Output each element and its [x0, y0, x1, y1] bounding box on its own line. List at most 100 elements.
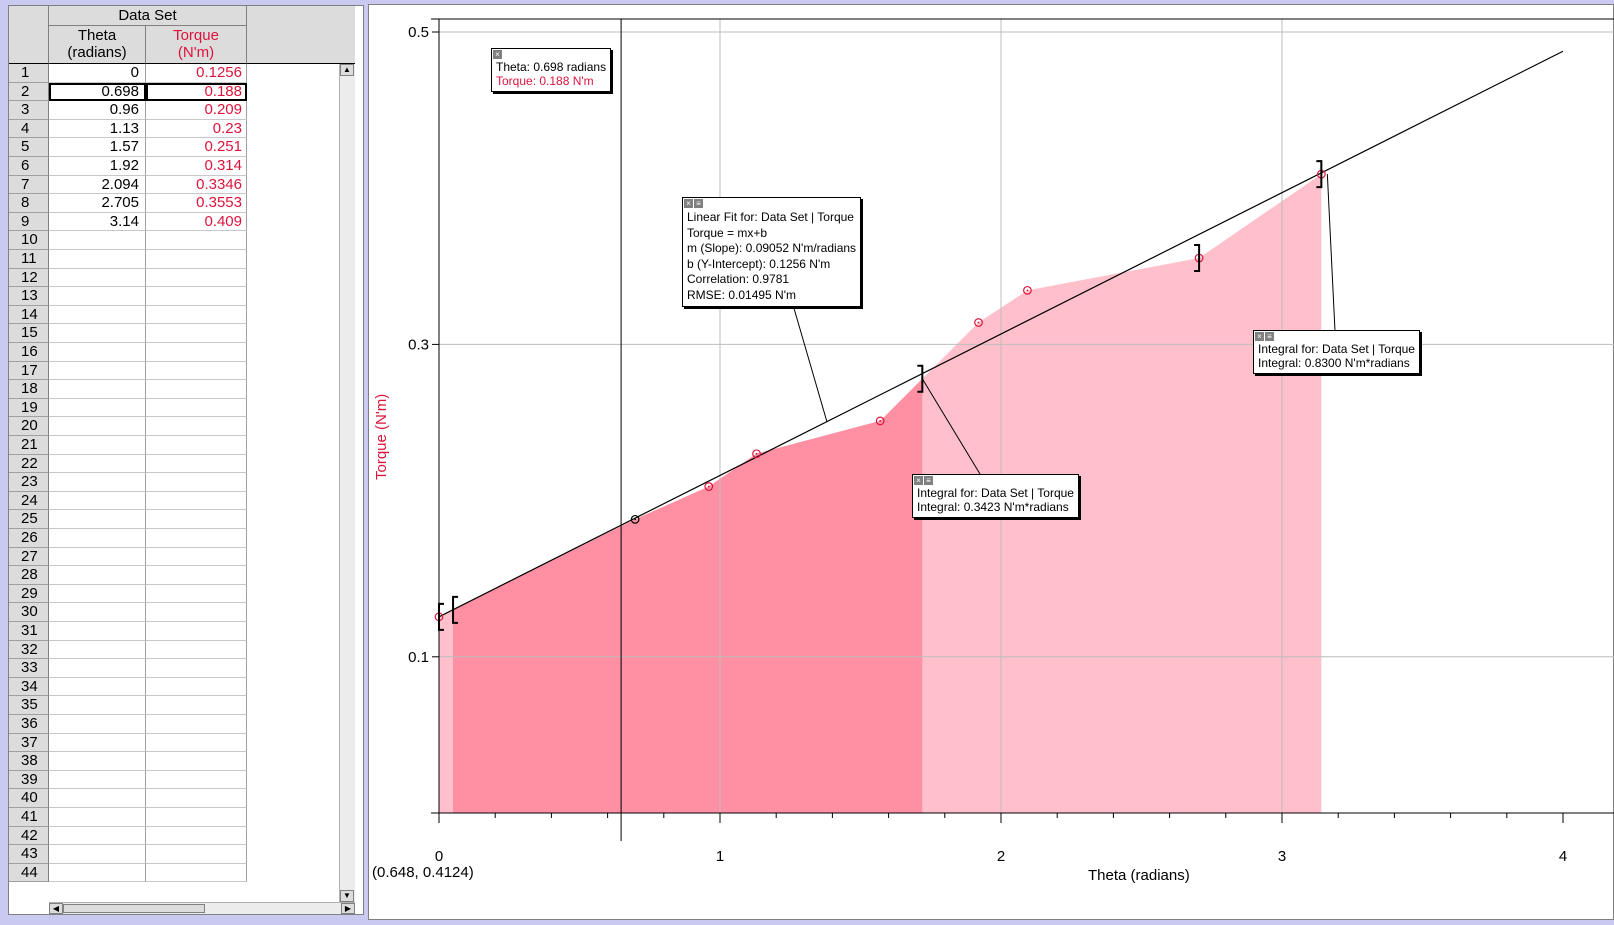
integral-box-2[interactable]: × ≡ Integral for: Data Set | Torque Integ…: [1253, 330, 1420, 374]
row-number[interactable]: 5: [9, 138, 49, 157]
table-row[interactable]: 38: [9, 752, 355, 771]
vertical-scrollbar[interactable]: ▲ ▼: [339, 64, 355, 902]
table-row[interactable]: 28: [9, 566, 355, 585]
row-number[interactable]: 15: [9, 324, 49, 343]
row-number[interactable]: 37: [9, 733, 49, 753]
torque-cell[interactable]: 0.251: [146, 138, 247, 157]
torque-cell[interactable]: 0.3346: [146, 175, 247, 195]
graph-panel[interactable]: 0 1 2 3 4 0.1 0.3 0.5 × Theta: 0.698 radians To…: [368, 4, 1614, 920]
data-point[interactable]: [752, 449, 761, 459]
theta-cell[interactable]: 0: [49, 64, 146, 83]
table-row[interactable]: 5 1.57 0.251: [9, 138, 355, 157]
table-row[interactable]: 25: [9, 510, 355, 529]
theta-cell[interactable]: [49, 361, 146, 381]
table-row[interactable]: 43: [9, 845, 355, 864]
table-row[interactable]: 11: [9, 250, 355, 269]
torque-cell[interactable]: [146, 696, 247, 715]
torque-cell[interactable]: [146, 268, 247, 288]
row-number[interactable]: 11: [9, 250, 49, 269]
table-row[interactable]: 10: [9, 231, 355, 250]
row-number[interactable]: 31: [9, 622, 49, 641]
torque-cell[interactable]: [146, 826, 247, 846]
torque-cell[interactable]: [146, 584, 247, 604]
table-row[interactable]: 23: [9, 473, 355, 492]
theta-cell[interactable]: [49, 417, 146, 436]
examine-readout-box[interactable]: × Theta: 0.698 radians Torque: 0.188 N'm: [491, 48, 612, 92]
table-row[interactable]: 9 3.14 0.409: [9, 212, 355, 232]
row-number[interactable]: 26: [9, 529, 49, 548]
theta-cell[interactable]: [49, 305, 146, 325]
theta-cell[interactable]: [49, 808, 146, 827]
torque-cell[interactable]: [146, 677, 247, 697]
row-number[interactable]: 2: [9, 82, 49, 102]
row-number[interactable]: 4: [9, 119, 49, 139]
row-number[interactable]: 21: [9, 436, 49, 455]
theta-cell[interactable]: 2.705: [49, 194, 146, 213]
theta-cell[interactable]: [49, 510, 146, 529]
torque-cell[interactable]: [146, 287, 247, 306]
row-number[interactable]: 43: [9, 845, 49, 864]
torque-cell[interactable]: [146, 752, 247, 771]
table-row[interactable]: 13: [9, 287, 355, 306]
theta-cell[interactable]: [49, 622, 146, 641]
torque-cell[interactable]: [146, 808, 247, 827]
table-row[interactable]: 21: [9, 436, 355, 455]
row-number[interactable]: 39: [9, 770, 49, 790]
torque-cell[interactable]: 0.409: [146, 212, 247, 232]
y-axis-label[interactable]: Torque (N'm): [373, 393, 390, 480]
torque-cell[interactable]: [146, 733, 247, 753]
close-icon[interactable]: ×: [493, 50, 502, 59]
linear-fit-line[interactable]: [438, 50, 1564, 618]
torque-cell[interactable]: [146, 380, 247, 399]
table-row[interactable]: 35: [9, 696, 355, 715]
table-row[interactable]: 29: [9, 584, 355, 604]
table-row[interactable]: 22: [9, 454, 355, 474]
table-row[interactable]: 44: [9, 863, 355, 883]
options-icon[interactable]: ≡: [694, 199, 703, 208]
fit-range-bracket-end[interactable]: [1194, 244, 1201, 273]
row-number[interactable]: 38: [9, 752, 49, 771]
row-number[interactable]: 23: [9, 473, 49, 492]
scroll-right-arrow-icon[interactable]: ▶: [341, 903, 355, 914]
row-number[interactable]: 6: [9, 157, 49, 176]
torque-cell[interactable]: 0.209: [146, 101, 247, 120]
integral-2-bracket-end[interactable]: [1316, 160, 1323, 189]
row-number[interactable]: 32: [9, 640, 49, 660]
close-icon[interactable]: ×: [684, 199, 693, 208]
torque-cell[interactable]: [146, 231, 247, 250]
torque-cell[interactable]: [146, 361, 247, 381]
theta-cell[interactable]: [49, 603, 146, 622]
row-number[interactable]: 41: [9, 808, 49, 827]
row-number[interactable]: 3: [9, 101, 49, 120]
theta-cell[interactable]: [49, 566, 146, 585]
row-number[interactable]: 7: [9, 175, 49, 195]
torque-cell[interactable]: [146, 250, 247, 269]
table-row[interactable]: 32: [9, 640, 355, 660]
horizontal-scroll-thumb[interactable]: [63, 904, 205, 913]
row-number[interactable]: 36: [9, 715, 49, 734]
table-row[interactable]: 30: [9, 603, 355, 622]
table-row[interactable]: 8 2.705 0.3553: [9, 194, 355, 213]
table-row[interactable]: 1 0 0.1256: [9, 64, 355, 83]
torque-cell[interactable]: 0.1256: [146, 64, 247, 83]
torque-cell[interactable]: [146, 343, 247, 362]
row-number[interactable]: 25: [9, 510, 49, 529]
row-number[interactable]: 29: [9, 584, 49, 604]
theta-cell[interactable]: [49, 287, 146, 306]
torque-cell[interactable]: 0.314: [146, 157, 247, 176]
torque-cell[interactable]: [146, 398, 247, 418]
torque-cell[interactable]: 0.3553: [146, 194, 247, 213]
row-number[interactable]: 27: [9, 547, 49, 567]
table-row[interactable]: 14: [9, 305, 355, 325]
theta-cell[interactable]: [49, 845, 146, 864]
row-number[interactable]: 14: [9, 305, 49, 325]
theta-cell[interactable]: [49, 231, 146, 250]
torque-cell[interactable]: 0.23: [146, 119, 247, 139]
data-point[interactable]: [974, 318, 983, 327]
torque-cell[interactable]: [146, 547, 247, 567]
table-row[interactable]: 39: [9, 770, 355, 790]
column-header-torque[interactable]: Torque (N'm): [146, 26, 247, 64]
row-number[interactable]: 24: [9, 491, 49, 511]
torque-cell[interactable]: [146, 640, 247, 660]
torque-cell[interactable]: [146, 436, 247, 455]
